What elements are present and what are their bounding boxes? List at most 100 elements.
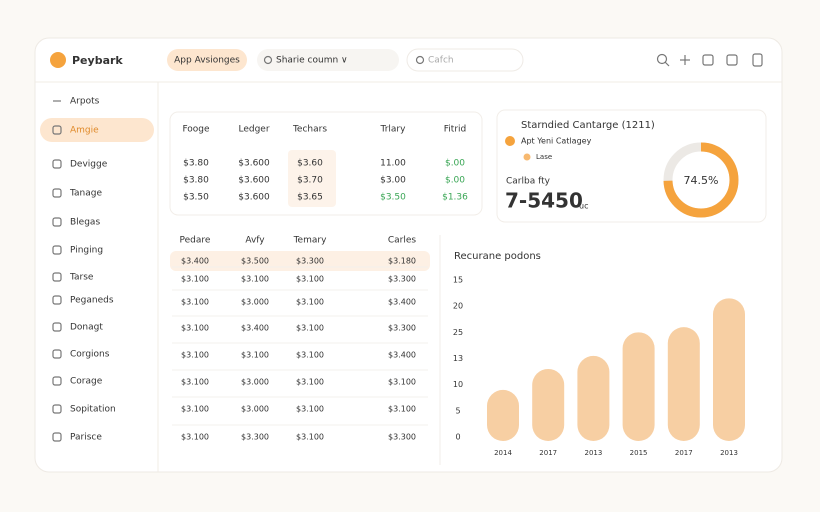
bar	[532, 368, 565, 441]
cell: $3.100	[296, 351, 324, 360]
cell: $3.600	[238, 193, 270, 203]
nav-icon	[52, 432, 62, 442]
cell: $.00	[445, 176, 465, 186]
nav-item[interactable]: Amgie	[70, 126, 99, 136]
y-axis-label: 25	[453, 328, 463, 337]
nav-icon	[52, 125, 62, 135]
search-placeholder[interactable]: Cafch	[428, 56, 454, 66]
nav-item[interactable]: Arpots	[70, 97, 100, 107]
cell: $3.100	[296, 324, 324, 333]
cell: $3.60	[297, 159, 323, 169]
search[interactable]	[406, 48, 524, 72]
y-axis-label: 0	[455, 433, 460, 442]
cell: $3.100	[296, 275, 324, 284]
cell: $3.50	[183, 193, 209, 203]
filter[interactable]	[257, 49, 399, 71]
y-axis-label: 15	[453, 276, 463, 285]
search-button[interactable]	[656, 53, 670, 67]
cell: $3.100	[388, 378, 416, 387]
column-header: Fooge	[182, 125, 210, 135]
cell: $3.80	[183, 159, 209, 169]
nav-icon	[52, 217, 62, 227]
metric-value: 7-5450	[505, 189, 583, 213]
cell: $3.80	[183, 176, 209, 186]
x-tick-label: 2014	[494, 449, 512, 457]
cell: $3.400	[181, 257, 209, 266]
nav-icon	[52, 245, 62, 255]
column-header: Trlary	[380, 125, 407, 135]
cell: $3.400	[388, 298, 416, 307]
cell: $3.400	[388, 351, 416, 360]
nav-item[interactable]: Tanage	[69, 189, 102, 199]
cell: $3.300	[296, 257, 324, 266]
tab[interactable]	[167, 49, 247, 71]
nav-item[interactable]: Donagt	[70, 323, 103, 333]
nav-item[interactable]: Parisce	[70, 433, 102, 443]
x-tick-label: 2013	[584, 449, 602, 457]
cell: 11.00	[380, 159, 406, 169]
nav-item[interactable]: Blegas	[70, 218, 100, 228]
cell: $3.50	[380, 193, 406, 203]
column-header: Techars	[292, 125, 327, 135]
cell: $3.100	[181, 324, 209, 333]
donut-arc	[663, 142, 739, 218]
nav-icon	[52, 322, 62, 332]
cell: $3.100	[181, 378, 209, 387]
chart-title: Recurane podons	[454, 251, 541, 262]
cell: $3.000	[241, 378, 269, 387]
cell: $3.100	[181, 351, 209, 360]
cell: $3.00	[380, 176, 406, 186]
x-tick-label: 2013	[720, 449, 738, 457]
search-icon	[415, 55, 425, 65]
legend-label: Lase	[536, 153, 552, 161]
cell: $3.180	[388, 257, 416, 266]
doc-button[interactable]	[752, 53, 763, 67]
y-axis-label: 13	[453, 354, 463, 363]
nav-item[interactable]: Peganeds	[70, 296, 114, 306]
cell: $3.100	[241, 351, 269, 360]
cell: $3.300	[388, 324, 416, 333]
row-highlight	[170, 251, 430, 271]
filter-label[interactable]: Sharie coumn ∨	[276, 56, 348, 66]
x-tick-label: 2017	[675, 449, 693, 457]
nav-icon	[52, 159, 62, 169]
nav-item[interactable]: Corgions	[70, 350, 110, 360]
filter-icon	[263, 55, 273, 65]
cell: $3.500	[241, 257, 269, 266]
cell: $3.000	[241, 298, 269, 307]
cell: $3.100	[296, 298, 324, 307]
nav-icon	[52, 188, 62, 198]
y-axis-label: 5	[455, 406, 460, 415]
metric-unit: uc	[579, 202, 588, 211]
cell: $3.100	[296, 433, 324, 442]
cell: $3.300	[388, 433, 416, 442]
cell: $3.300	[241, 433, 269, 442]
toolbar	[656, 53, 763, 67]
cell: $3.100	[181, 275, 209, 284]
tab-label[interactable]: App Avsionges	[174, 56, 240, 66]
nav-item[interactable]: Tarse	[69, 273, 94, 283]
cell: $3.100	[181, 433, 209, 442]
check-icon	[505, 136, 515, 146]
nav-item[interactable]: Sopitation	[70, 405, 116, 415]
nav-icon	[52, 295, 62, 305]
nav-item[interactable]: Devigge	[70, 160, 108, 170]
calendar-button[interactable]	[726, 54, 738, 66]
nav-item[interactable]: Pinging	[70, 246, 103, 256]
edit-button[interactable]	[702, 54, 714, 66]
nav-item[interactable]: Corage	[70, 377, 103, 387]
column-highlight	[288, 150, 336, 207]
cell: $3.70	[297, 176, 323, 186]
legend-dot	[523, 153, 531, 161]
add-button[interactable]	[680, 55, 690, 65]
bar	[487, 389, 519, 441]
bar	[577, 355, 610, 441]
brand: Peybark	[72, 54, 123, 67]
nav-icon	[52, 376, 62, 386]
y-axis-label: 20	[453, 302, 463, 311]
logo	[50, 52, 66, 68]
x-tick-label: 2015	[630, 449, 648, 457]
cell: $3.100	[296, 405, 324, 414]
donut-label: 74.5%	[684, 174, 719, 187]
